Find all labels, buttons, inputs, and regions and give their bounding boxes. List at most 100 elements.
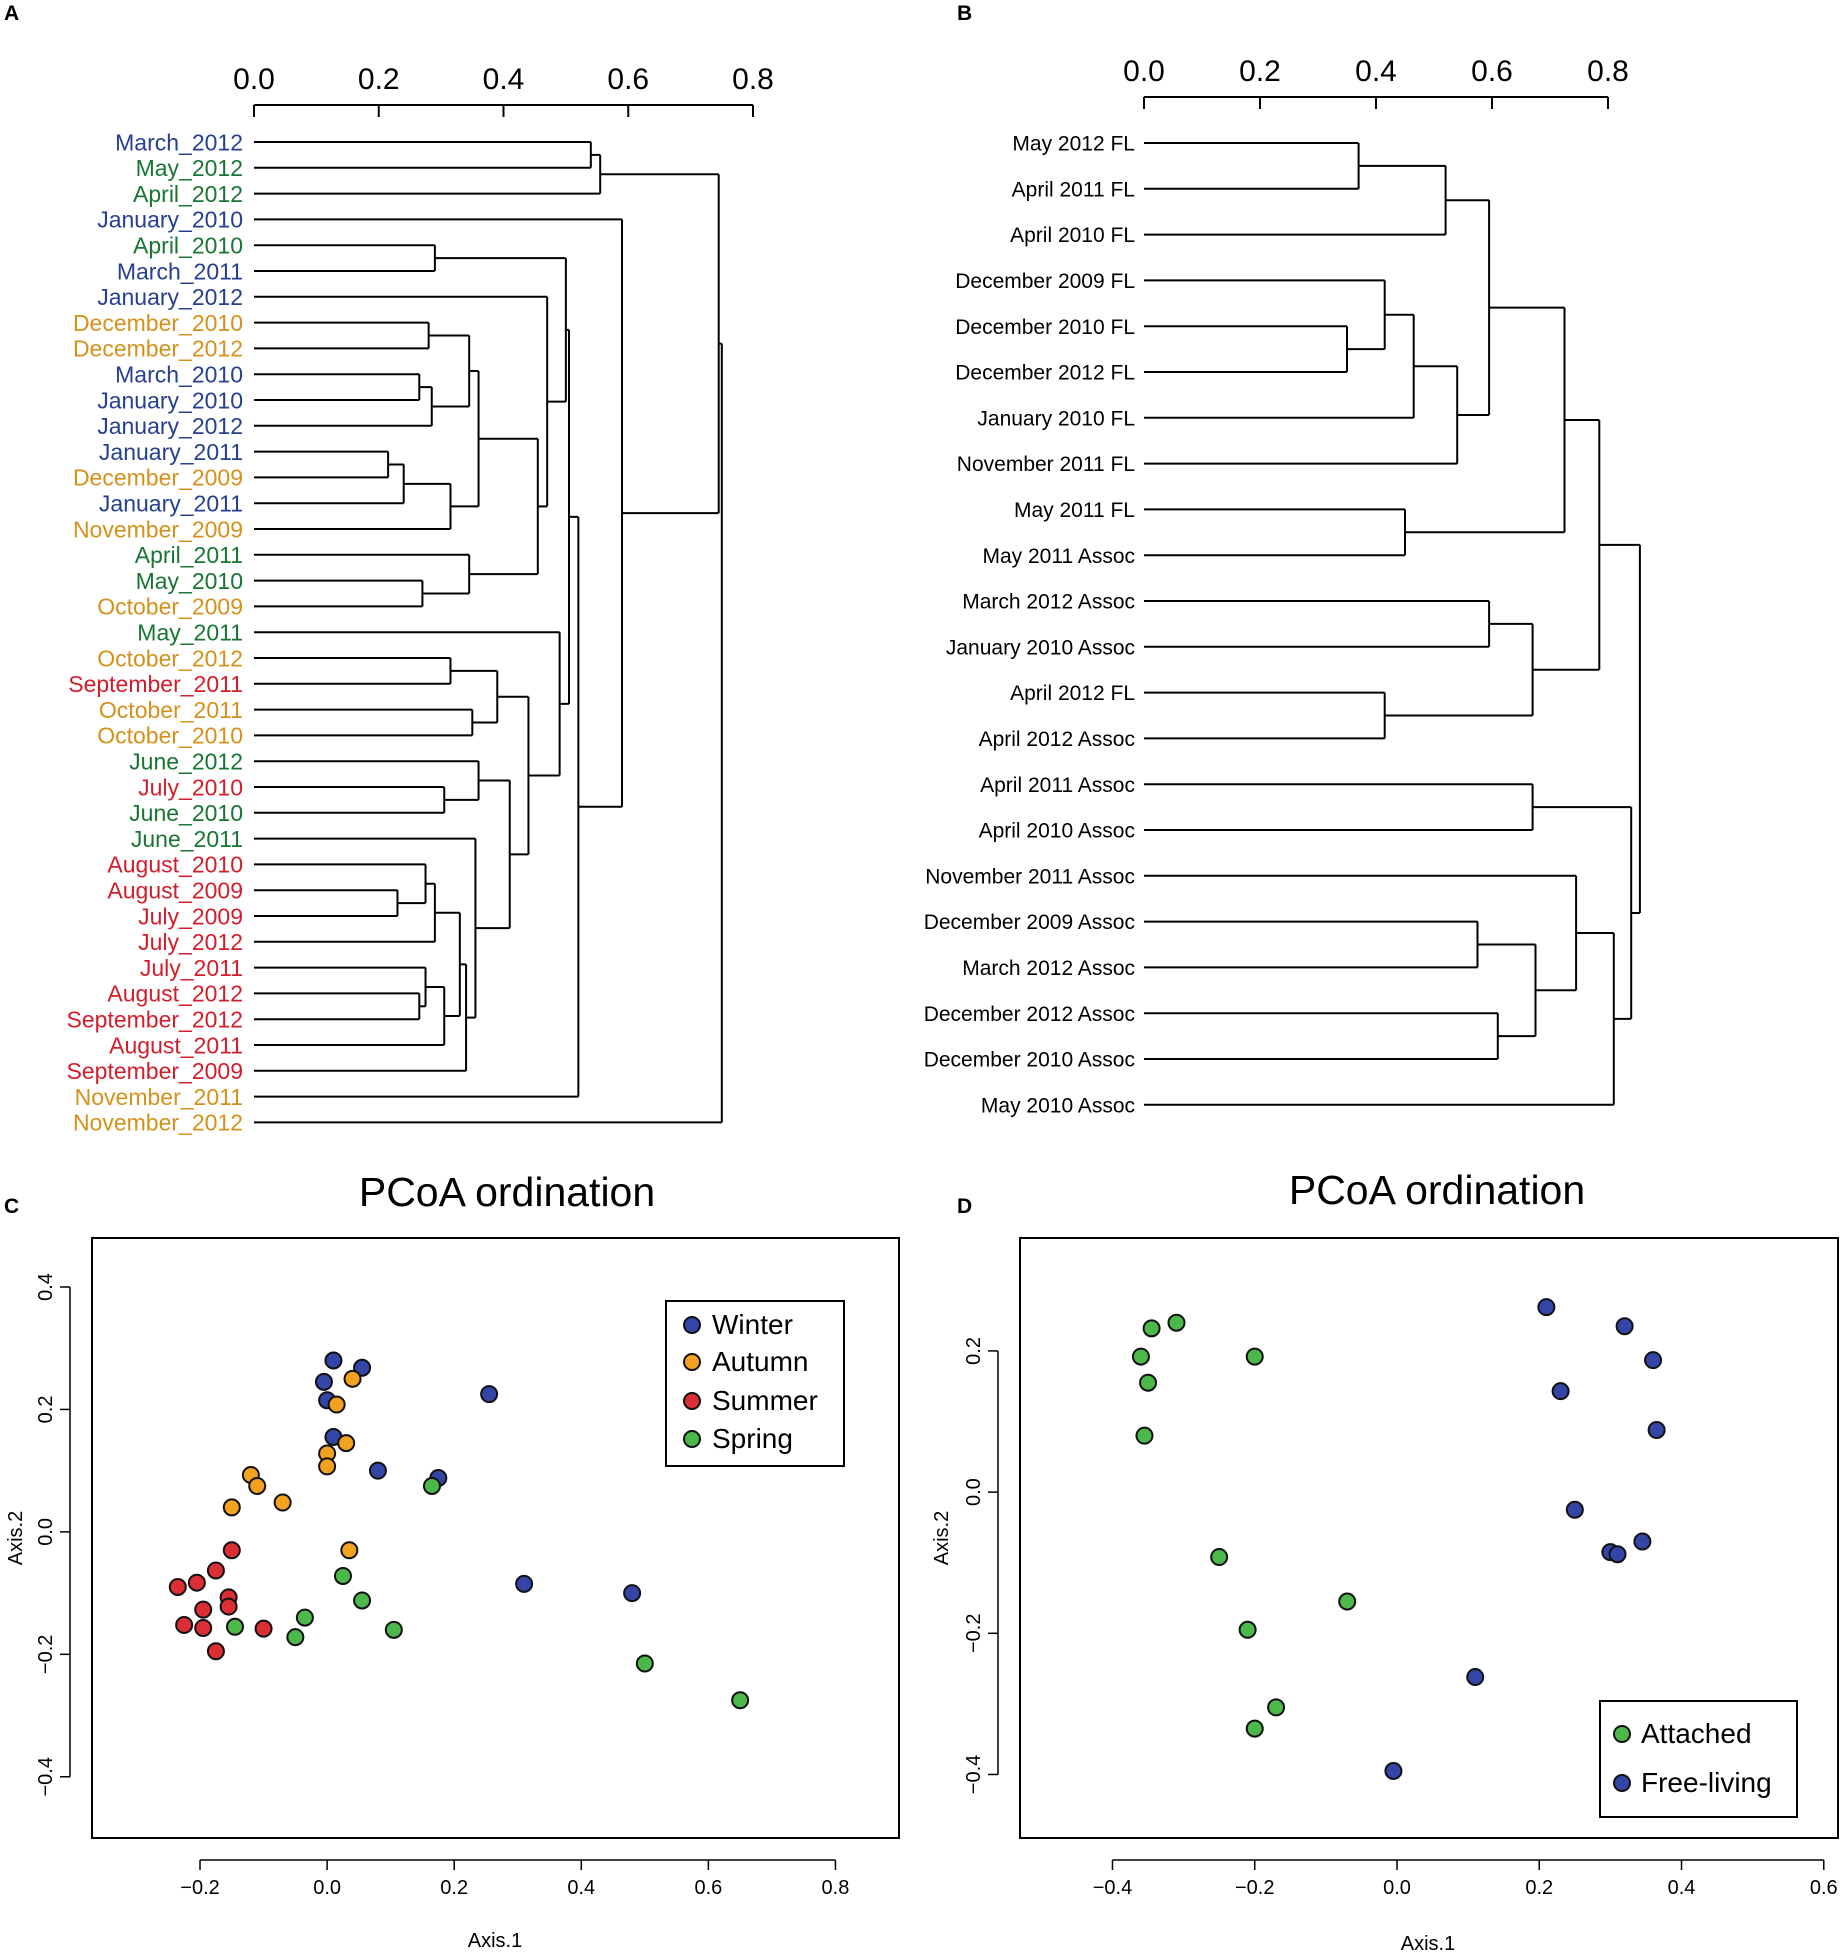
dend-a-axis-tick-label: 0.4 (483, 63, 525, 96)
legend-label-summer: Summer (712, 1385, 818, 1416)
plot-c-x-tick-label: −0.2 (180, 1877, 219, 1899)
plot-d-y-tick-label: 0.0 (963, 1478, 985, 1506)
dend-b-leaf-label: April 2011 Assoc (980, 774, 1135, 797)
plot-d-y-tick-label: −0.2 (963, 1614, 985, 1653)
dend-b-leaf-label: November 2011 FL (957, 453, 1135, 476)
plot-d-point-free-living (1608, 1545, 1627, 1564)
dend-b-leaf-label: December 2009 Assoc (924, 911, 1135, 934)
plot-c-point-summer (168, 1577, 187, 1596)
plot-c-y-tick-label: −0.2 (35, 1635, 57, 1674)
dend-a-leaf-label: December_2012 (73, 336, 243, 362)
dend-a-leaf-label: January_2011 (99, 490, 243, 516)
dend-a-axis-tick-label: 0.2 (358, 63, 400, 96)
dend-b-leaf-label: December 2010 Assoc (924, 1049, 1135, 1072)
plot-d-legend-box (1599, 1700, 1798, 1818)
plot-d-point-free-living (1644, 1351, 1663, 1370)
dend-b-leaf-label: April 2010 FL (1010, 224, 1135, 247)
dend-a-leaf-label: April_2010 (133, 232, 243, 258)
legend-dot-summer (683, 1392, 701, 1410)
plot-c-point-summer (219, 1597, 238, 1616)
plot-c-point-summer (187, 1573, 206, 1592)
plot-d-point-attached (1142, 1319, 1161, 1338)
plot-c-frame (91, 1237, 900, 1839)
dend-a-leaf-label: March_2011 (117, 258, 243, 284)
legend-dot-free-living (1613, 1774, 1631, 1792)
plot-c-x-tick-label: 0.0 (313, 1877, 341, 1899)
dend-a-leaf-label: April_2011 (135, 542, 243, 568)
dend-a-leaf-label: November_2012 (73, 1110, 243, 1136)
plot-c-point-winter (324, 1351, 343, 1370)
dend-a-leaf-label: October_2011 (99, 697, 243, 723)
plot-c-point-spring (286, 1628, 305, 1647)
plot-c-x-tick-label: 0.4 (567, 1877, 595, 1899)
plot-c-point-spring (353, 1591, 372, 1610)
dend-a-leaf-label: August_2012 (107, 981, 243, 1007)
dend-a-leaf-label: August_2009 (107, 877, 243, 903)
legend-label-free-living: Free-living (1641, 1767, 1772, 1798)
plot-d-xlabel: Axis.1 (1401, 1933, 1455, 1955)
dend-b-leaf-label: December 2010 FL (955, 316, 1135, 339)
plot-c-point-spring (384, 1620, 403, 1639)
dend-a-leaf-label: September_2011 (68, 671, 243, 697)
plot-c-point-spring (333, 1566, 352, 1585)
dend-a-leaf-label: May_2011 (137, 619, 243, 645)
panel-label-d: D (957, 1195, 972, 1218)
plot-c-point-winter (368, 1461, 387, 1480)
plot-d-x-tick-label: 0.2 (1525, 1877, 1553, 1899)
plot-c-y-tick-label: −0.4 (35, 1757, 57, 1796)
dend-b-leaf-label: May 2012 FL (1012, 133, 1135, 156)
dend-a-leaf-label: October_2010 (97, 723, 243, 749)
plot-d-point-attached (1238, 1620, 1257, 1639)
dend-a-leaf-label: June_2011 (131, 826, 243, 852)
plot-d-x-tick-label: 0.6 (1810, 1877, 1838, 1899)
dend-a-leaf-label: September_2009 (67, 1058, 243, 1084)
plot-d-point-free-living (1466, 1668, 1485, 1687)
dend-b-leaf-label: April 2012 FL (1010, 682, 1135, 705)
plot-c-point-summer (194, 1600, 213, 1619)
plot-c-point-autumn (343, 1369, 362, 1388)
plot-c-point-autumn (222, 1498, 241, 1517)
dend-b-axis-tick-label: 0.0 (1123, 55, 1165, 88)
plot-c-point-summer (206, 1561, 225, 1580)
plot-c-y-tick-label: 0.2 (35, 1396, 57, 1424)
dendrogram-b: 0.0 0.2 0.4 0.6 0.8 May 2012 FL April 2011 FL A… (924, 55, 1641, 1117)
legend-dot-autumn (683, 1353, 701, 1371)
plot-c-point-autumn (337, 1434, 356, 1453)
dend-a-leaf-label: July_2009 (138, 903, 243, 929)
panel-label-a: A (4, 2, 19, 25)
dend-b-leaf-label: May 2011 Assoc (982, 545, 1135, 568)
dend-b-axis-tick-label: 0.6 (1471, 55, 1513, 88)
plot-d-point-free-living (1615, 1317, 1634, 1336)
plot-c-y-tick-label: 0.0 (35, 1518, 57, 1546)
plot-d-point-free-living (1633, 1532, 1652, 1551)
dend-b-leaf-label: December 2012 FL (955, 362, 1135, 385)
dend-a-leaf-label: July_2012 (138, 929, 243, 955)
plot-d-point-attached (1210, 1548, 1229, 1567)
dend-b-leaf-label: April 2012 Assoc (979, 728, 1135, 751)
dend-b-leaf-label: April 2011 FL (1012, 178, 1135, 201)
dend-b-leaf-label: November 2011 Assoc (925, 865, 1135, 888)
plot-c-point-autumn (340, 1541, 359, 1560)
plot-d-legend: Attached Free-living (1599, 1700, 1798, 1818)
plot-d-point-free-living (1565, 1500, 1584, 1519)
plot-c-point-autumn (318, 1457, 337, 1476)
dend-a-leaf-label: March_2010 (115, 361, 243, 387)
plot-d-x-tick-label: 0.0 (1383, 1877, 1411, 1899)
dend-a-axis-tick-label: 0.8 (732, 63, 774, 96)
plot-d-point-free-living (1647, 1421, 1666, 1439)
plot-d-point-attached (1135, 1426, 1154, 1445)
dend-b-leaf-label: March 2012 Assoc (962, 957, 1135, 980)
plot-c-point-winter (515, 1574, 534, 1593)
plot-d-x-tick-label: −0.4 (1093, 1877, 1132, 1899)
pcoa-plot-d: PCoA ordination Axis.1 Axis.2 −0.4 −0.2 0.… (931, 1167, 1839, 1955)
plot-d-point-attached (1167, 1313, 1186, 1332)
plot-d-point-attached (1245, 1719, 1264, 1738)
dend-a-leaf-label: June_2012 (129, 748, 243, 774)
dendrogram-a: 0.0 0.2 0.4 0.6 0.8March_2012May_2012April_2… (67, 63, 774, 1136)
plot-d-point-attached (1245, 1347, 1264, 1366)
dend-b-axis-tick-label: 0.4 (1355, 55, 1397, 88)
dend-a-leaf-label: November_2009 (73, 516, 243, 542)
plot-d-point-attached (1267, 1698, 1286, 1717)
plot-d-frame (1019, 1237, 1839, 1839)
